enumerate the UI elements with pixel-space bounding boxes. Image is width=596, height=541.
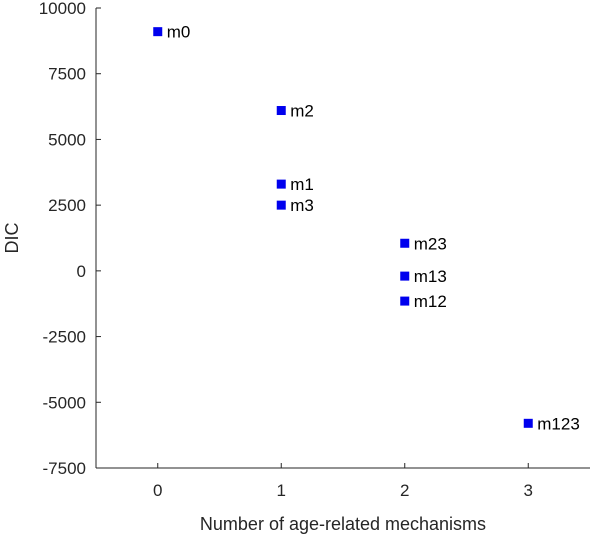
data-point-m123 [523, 418, 533, 428]
point-label-m0: m0 [167, 23, 191, 42]
y-tick-label: 0 [77, 262, 86, 281]
x-tick-label: 0 [153, 481, 162, 500]
y-tick-label: 7500 [48, 65, 86, 84]
y-tick-label: 10000 [39, 0, 86, 18]
x-tick-label: 3 [524, 481, 533, 500]
point-label-m1: m1 [290, 175, 314, 194]
data-point-m1 [276, 179, 286, 189]
point-label-m2: m2 [290, 102, 314, 121]
y-axis-ticks: -7500 -5000 -2500 0 2500 5000 7500 10000 [39, 0, 101, 478]
x-tick-label: 1 [277, 481, 286, 500]
x-axis-label: Number of age-related mechanisms [200, 514, 486, 534]
y-tick-label: 2500 [48, 196, 86, 215]
y-tick-label: -2500 [43, 328, 86, 347]
x-tick-label: 2 [400, 481, 409, 500]
point-label-m13: m13 [414, 267, 447, 286]
y-tick-label: -5000 [43, 393, 86, 412]
plot-area [95, 8, 590, 469]
data-point-m2 [276, 106, 286, 116]
y-tick-label: -7500 [43, 459, 86, 478]
y-tick-label: 5000 [48, 130, 86, 149]
data-point-m12 [400, 296, 410, 306]
y-axis-label: DIC [2, 223, 22, 254]
data-points: m0 m2 m1 m3 m23 m13 m12 m123 [153, 23, 580, 433]
data-point-m23 [400, 238, 410, 248]
point-label-m12: m12 [414, 292, 447, 311]
data-point-m0 [153, 27, 163, 37]
point-label-m3: m3 [290, 196, 314, 215]
data-point-m3 [276, 200, 286, 210]
point-label-m23: m23 [414, 234, 447, 253]
x-axis-ticks: 0 1 2 3 [153, 463, 533, 500]
data-point-m13 [400, 271, 410, 281]
point-label-m123: m123 [537, 414, 580, 433]
